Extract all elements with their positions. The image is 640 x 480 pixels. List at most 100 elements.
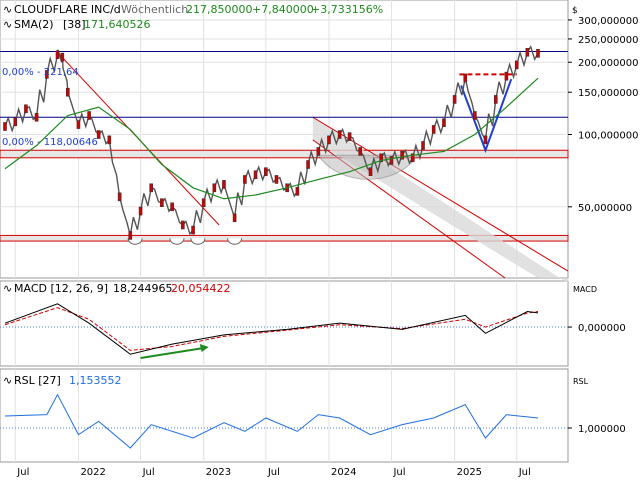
price-candle xyxy=(306,160,310,169)
channel-upper-line xyxy=(312,116,569,272)
y-tick-label: 150,000000 xyxy=(578,88,638,99)
support-zone xyxy=(0,149,569,159)
x-tick-label: 2025 xyxy=(457,467,482,478)
price-candle xyxy=(45,70,49,79)
price-candle xyxy=(138,206,143,216)
x-tick-label: 2023 xyxy=(206,467,231,478)
price-candle xyxy=(368,167,373,177)
rsl-icon: ∿ xyxy=(3,374,12,387)
price-value: 217,850000 xyxy=(186,3,252,16)
signal-value: 20,054422 xyxy=(171,282,231,295)
signal-line xyxy=(4,307,539,351)
v-pattern xyxy=(460,78,513,154)
macd-axis-label: MACD xyxy=(573,285,597,294)
change-pct: +3,733156% xyxy=(311,3,383,16)
price-candle xyxy=(96,130,101,139)
price-candle xyxy=(389,156,394,165)
price-candle xyxy=(170,202,174,212)
rsl-line xyxy=(4,393,539,449)
period-label: Wöchentlich xyxy=(121,3,188,16)
price-candle xyxy=(232,213,237,223)
price-candle xyxy=(222,180,226,189)
x-tick-label: Jul xyxy=(16,467,29,478)
price-candle xyxy=(34,112,39,122)
price-candle xyxy=(24,104,28,114)
price-candle xyxy=(337,130,342,139)
price-candle xyxy=(13,117,18,127)
macd-title: MACD [12, 26, 9] xyxy=(14,282,108,295)
price-candle xyxy=(410,153,415,163)
macd-icon: ∿ xyxy=(3,282,12,295)
price-candle xyxy=(55,50,60,59)
price-candle xyxy=(493,95,498,104)
price-candle xyxy=(483,135,488,145)
y-tick-label: 50,000000 xyxy=(578,203,632,214)
price-candle xyxy=(117,192,122,202)
fib-label-top: 0,00% - 221,64 xyxy=(2,67,79,78)
price-candle xyxy=(3,122,7,131)
price-candle xyxy=(347,132,352,141)
price-candle xyxy=(243,175,247,184)
support-zone xyxy=(0,234,569,242)
rsl-title: RSL [27] xyxy=(14,374,61,387)
price-candle xyxy=(379,153,383,163)
price-candle xyxy=(274,175,279,184)
price-candle xyxy=(463,73,468,83)
price-candle xyxy=(60,52,65,62)
price-candle xyxy=(327,135,331,145)
currency-label: $ xyxy=(572,6,578,16)
price-candle xyxy=(358,147,363,156)
series-layer xyxy=(3,45,540,449)
price-candle xyxy=(212,183,217,193)
macd-value: 18,244965 xyxy=(113,282,173,295)
symbol-label: CLOUDFLARE INC/d xyxy=(14,3,121,16)
macd-line xyxy=(4,303,539,355)
price-candle xyxy=(421,141,425,150)
sma-line xyxy=(4,77,539,200)
sma-value: 171,640526 xyxy=(84,18,150,31)
x-tick-label: 2024 xyxy=(331,467,356,478)
y-tick-label: 200,000000 xyxy=(578,58,638,69)
y-tick-label: 300,000000 xyxy=(578,16,638,27)
sma-period: [38] xyxy=(63,18,86,31)
price-candle xyxy=(316,147,321,156)
x-tick-label: Jul xyxy=(392,467,405,478)
price-candle xyxy=(452,95,457,104)
sma-icon: ∿ xyxy=(3,18,12,31)
price-candle xyxy=(400,150,404,160)
x-tick-label: Jul xyxy=(267,467,280,478)
price-candle xyxy=(180,220,185,230)
price-candle xyxy=(253,170,258,180)
price-candle xyxy=(128,231,133,240)
header-icon: ∿ xyxy=(3,3,12,16)
price-candle xyxy=(201,198,206,208)
change-abs: +7,840000 xyxy=(252,3,314,16)
price-candle xyxy=(66,87,70,97)
y-tick-label: 0,000000 xyxy=(578,323,626,334)
bottom-marker xyxy=(169,238,185,245)
rsl-panel xyxy=(0,368,569,463)
x-tick-label: Jul xyxy=(518,467,531,478)
annotations xyxy=(0,51,569,359)
price-candle xyxy=(264,167,268,177)
bottom-marker xyxy=(190,238,206,245)
price-candle xyxy=(536,49,540,58)
price-candle xyxy=(191,225,195,235)
price-candle xyxy=(473,111,477,120)
axis-ticks: Jul 2022 Jul 2023 Jul 2024 Jul 2025 Jul 300,00000… xyxy=(16,16,638,478)
macd-panel xyxy=(0,280,569,367)
bottom-marker xyxy=(227,238,243,245)
rsl-axis-label: RSL xyxy=(573,377,589,386)
price-candle xyxy=(160,198,164,208)
price-candle xyxy=(504,71,509,81)
x-tick-label: 2022 xyxy=(80,467,105,478)
y-tick-label: 250,000000 xyxy=(578,35,638,46)
sma-label: SMA(2) xyxy=(14,18,54,31)
price-candle xyxy=(107,135,112,145)
y-tick-label: 1,000000 xyxy=(578,424,626,435)
fib-label-mid: 0,00% - 118,00646 xyxy=(2,137,98,148)
y-tick-label: 100,000000 xyxy=(578,131,638,142)
price-candle xyxy=(87,111,91,120)
price-candle xyxy=(442,118,446,127)
